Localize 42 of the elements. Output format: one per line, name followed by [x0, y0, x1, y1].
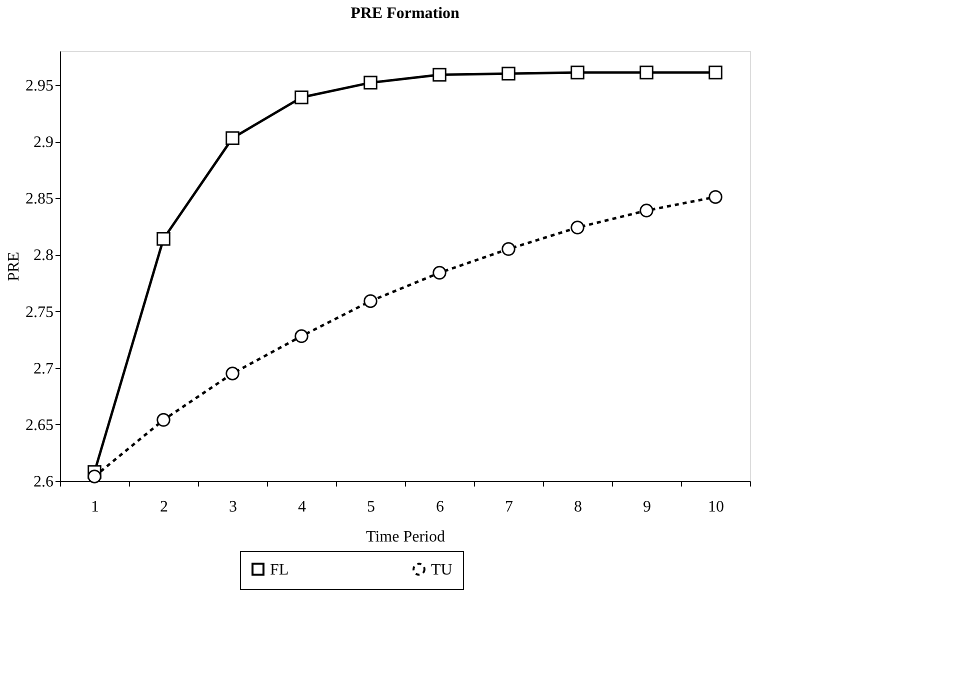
x-tick-label: 4 — [298, 498, 306, 516]
point — [640, 204, 654, 218]
x-tick-label: 7 — [505, 498, 513, 516]
point — [294, 329, 308, 344]
point — [226, 131, 240, 146]
point — [156, 413, 170, 427]
y-tick-label: 2.95 — [26, 77, 54, 94]
point — [432, 266, 446, 280]
y-axis-title: PRE — [6, 252, 22, 282]
x-tick-label: 1 — [91, 498, 99, 516]
x-tick-label: 10 — [708, 498, 724, 516]
x-tick-label: 3 — [229, 498, 237, 516]
y-tick-label: 2.6 — [34, 474, 54, 490]
point — [708, 190, 722, 204]
point — [502, 66, 516, 81]
point — [432, 68, 446, 82]
point — [570, 220, 584, 234]
chart-title: PRE Formation — [350, 5, 460, 22]
x-tick-label: 6 — [436, 498, 444, 516]
x-axis-title: Time Period — [366, 528, 445, 546]
point — [364, 76, 378, 90]
x-tick-label: 9 — [643, 498, 651, 516]
point — [640, 66, 654, 80]
point — [156, 232, 170, 246]
point — [708, 66, 722, 80]
point — [570, 66, 584, 80]
legend-label: TU — [431, 561, 453, 578]
x-tick-label: 5 — [367, 498, 375, 516]
point — [88, 470, 102, 484]
x-tick-label: 8 — [574, 498, 582, 516]
y-tick-label: 2.8 — [34, 247, 54, 264]
point — [294, 90, 308, 104]
x-tick-label: 2 — [160, 498, 168, 516]
point — [502, 242, 516, 256]
y-tick-label: 2.75 — [26, 304, 54, 321]
y-tick-label: 2.65 — [26, 416, 54, 434]
y-tick-label: 2.7 — [34, 360, 54, 378]
point — [226, 366, 240, 380]
y-tick-label: 2.9 — [34, 134, 54, 152]
y-tick-label: 2.85 — [26, 190, 54, 208]
legend-label: FL — [270, 561, 289, 578]
point — [364, 294, 378, 308]
